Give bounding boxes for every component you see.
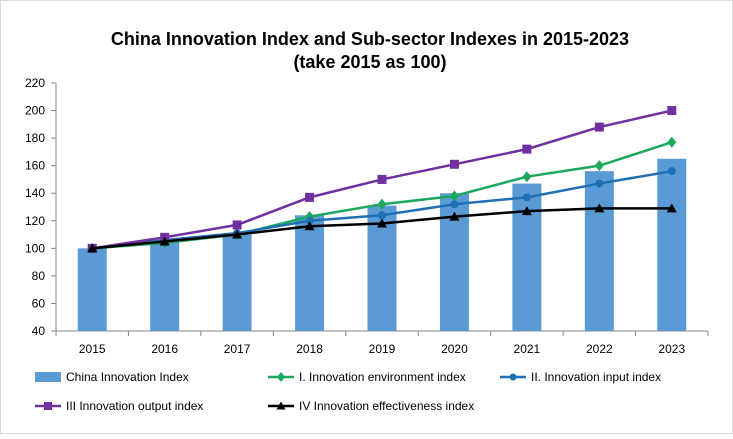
legend-marker bbox=[276, 401, 286, 410]
bar bbox=[150, 241, 180, 331]
data-point bbox=[522, 171, 532, 183]
bar bbox=[77, 248, 107, 331]
legend-marker bbox=[277, 372, 285, 382]
legend-item: IV Innovation effectiveness index bbox=[268, 399, 474, 413]
data-point bbox=[378, 211, 386, 220]
data-point bbox=[159, 236, 170, 246]
data-point bbox=[594, 203, 605, 213]
x-tick-label: 2023 bbox=[658, 342, 685, 356]
data-point bbox=[232, 220, 242, 230]
data-point bbox=[377, 174, 387, 184]
data-point bbox=[449, 190, 459, 202]
data-point bbox=[449, 159, 459, 169]
data-point bbox=[304, 221, 315, 231]
chart-title: China Innovation Index and Sub-sector In… bbox=[111, 29, 629, 49]
bar bbox=[512, 183, 542, 331]
legend-label: I. Innovation environment index bbox=[299, 370, 466, 384]
legend-label: II. Innovation input index bbox=[531, 370, 661, 384]
data-point bbox=[305, 216, 314, 225]
y-tick-label: 40 bbox=[32, 324, 46, 338]
bar bbox=[584, 171, 614, 331]
y-tick-label: 200 bbox=[25, 104, 45, 118]
y-tick-label: 180 bbox=[25, 131, 45, 145]
y-tick-label: 140 bbox=[25, 186, 45, 200]
y-tick-label: 220 bbox=[25, 76, 45, 90]
legend-marker bbox=[509, 373, 517, 381]
legend: China Innovation Index I. Innovation envi… bbox=[35, 370, 661, 413]
legend-label: IV Innovation effectiveness index bbox=[299, 399, 474, 413]
chart-subtitle: (take 2015 as 100) bbox=[293, 52, 446, 72]
legend-item: III Innovation output index bbox=[35, 399, 203, 413]
series-line-group bbox=[87, 203, 677, 253]
data-point bbox=[666, 203, 677, 213]
legend-item: China Innovation Index bbox=[35, 370, 189, 384]
bar bbox=[222, 234, 252, 331]
legend-item: II. Innovation input index bbox=[500, 370, 661, 384]
data-point bbox=[522, 144, 532, 154]
x-tick-label: 2022 bbox=[586, 342, 613, 356]
legend-label: III Innovation output index bbox=[66, 399, 203, 413]
data-point bbox=[595, 179, 604, 188]
x-tick-label: 2019 bbox=[369, 342, 396, 356]
data-point bbox=[667, 167, 676, 176]
data-point bbox=[667, 106, 677, 116]
bar-series bbox=[77, 158, 687, 331]
legend-label: China Innovation Index bbox=[66, 370, 189, 384]
x-tick-label: 2018 bbox=[296, 342, 323, 356]
legend-marker bbox=[44, 402, 52, 410]
bar bbox=[657, 158, 687, 331]
line-series bbox=[87, 106, 677, 254]
x-tick-label: 2016 bbox=[151, 342, 178, 356]
data-point bbox=[377, 218, 387, 228]
data-point bbox=[521, 206, 532, 216]
data-point bbox=[667, 136, 677, 148]
y-axis: 40 60 80 100 120 140 160 180 200 220 bbox=[25, 76, 57, 338]
y-tick-label: 160 bbox=[25, 159, 45, 173]
data-point bbox=[522, 193, 531, 202]
x-tick-label: 2015 bbox=[79, 342, 106, 356]
x-tick-label: 2020 bbox=[441, 342, 468, 356]
data-point bbox=[232, 229, 243, 239]
data-point bbox=[305, 192, 315, 202]
y-tick-label: 120 bbox=[25, 214, 45, 228]
data-point bbox=[450, 200, 459, 209]
y-tick-label: 100 bbox=[25, 241, 45, 255]
y-tick-label: 80 bbox=[32, 269, 46, 283]
data-point bbox=[377, 198, 387, 210]
x-tick-label: 2021 bbox=[514, 342, 541, 356]
y-tick-label: 60 bbox=[32, 296, 46, 310]
data-point bbox=[594, 160, 604, 172]
x-tick-label: 2017 bbox=[224, 342, 251, 356]
data-point bbox=[594, 122, 604, 132]
data-point bbox=[87, 243, 98, 253]
bar bbox=[295, 215, 325, 331]
data-point bbox=[449, 211, 460, 221]
legend-swatch bbox=[35, 372, 61, 382]
legend-item: I. Innovation environment index bbox=[268, 370, 466, 384]
